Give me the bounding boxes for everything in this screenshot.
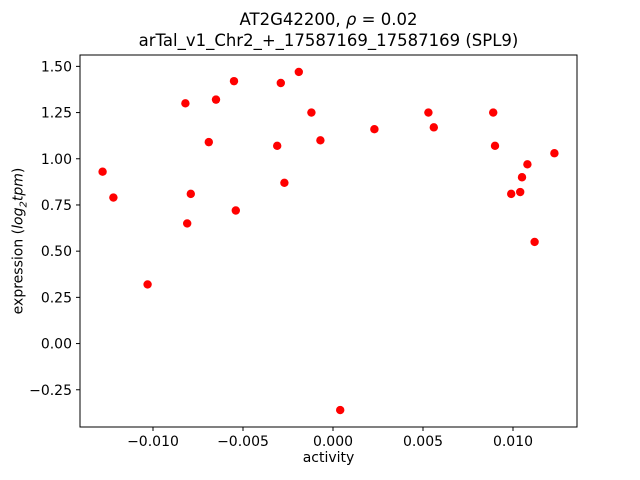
data-point bbox=[182, 219, 192, 228]
x-tick-label: 0.010 bbox=[493, 434, 533, 450]
ylabel-suffix: ) bbox=[10, 167, 27, 174]
y-axis-label: expression (log2tpm) bbox=[11, 168, 30, 315]
data-point bbox=[424, 108, 433, 117]
data-point bbox=[181, 99, 190, 108]
data-point bbox=[294, 67, 303, 77]
data-point bbox=[517, 173, 527, 182]
data-point bbox=[429, 123, 439, 132]
title-rho-value: = 0.02 bbox=[356, 10, 418, 29]
data-point bbox=[211, 95, 221, 104]
data-point bbox=[507, 189, 516, 199]
ylabel-math: log2tpm bbox=[10, 173, 30, 229]
data-point bbox=[490, 141, 500, 151]
data-point bbox=[516, 187, 525, 197]
data-point bbox=[316, 136, 325, 145]
data-point bbox=[336, 405, 345, 415]
data-point bbox=[523, 160, 532, 169]
data-point bbox=[272, 141, 282, 151]
y-tick-label: 0.75 bbox=[41, 198, 72, 214]
data-point bbox=[280, 178, 289, 187]
data-point bbox=[231, 206, 240, 215]
x-tick-label: −0.010 bbox=[127, 434, 179, 450]
plot-frame bbox=[79, 54, 578, 428]
data-point bbox=[143, 280, 152, 289]
data-point bbox=[530, 237, 539, 247]
x-tick-label: 0.000 bbox=[313, 434, 353, 450]
x-tick-label: −0.005 bbox=[217, 434, 269, 450]
y-tick-label: 1.50 bbox=[41, 59, 72, 75]
x-tick-label: 0.005 bbox=[403, 434, 443, 450]
y-tick-label: 1.00 bbox=[41, 152, 72, 168]
title-gene-text: AT2G42200, bbox=[239, 10, 346, 29]
data-point bbox=[204, 137, 213, 147]
ylabel-prefix: expression ( bbox=[10, 228, 27, 315]
y-tick-label: 0.25 bbox=[41, 290, 72, 306]
x-axis-label: activity bbox=[302, 450, 355, 466]
data-point bbox=[186, 189, 195, 199]
title-rho-symbol: ρ bbox=[345, 10, 357, 29]
data-point bbox=[276, 78, 285, 88]
chart-subtitle: arTal_v1_Chr2_+_17587169_17587169 (SPL9) bbox=[138, 31, 519, 50]
y-tick-label: −0.25 bbox=[29, 383, 72, 399]
y-tick-label: 0.00 bbox=[41, 337, 72, 353]
y-tick-label: 1.25 bbox=[41, 106, 72, 122]
data-point bbox=[489, 108, 498, 117]
data-point bbox=[307, 108, 316, 117]
chart-title: AT2G42200, ρ = 0.02 arTal_v1_Chr2_+_1758… bbox=[80, 9, 577, 51]
y-tick-label: 0.50 bbox=[41, 244, 72, 260]
chart-title-line1: AT2G42200, ρ = 0.02 bbox=[80, 9, 577, 30]
data-point bbox=[550, 149, 559, 158]
data-point bbox=[229, 76, 239, 86]
data-point bbox=[370, 124, 379, 134]
data-point bbox=[98, 167, 107, 176]
data-point bbox=[109, 193, 118, 202]
